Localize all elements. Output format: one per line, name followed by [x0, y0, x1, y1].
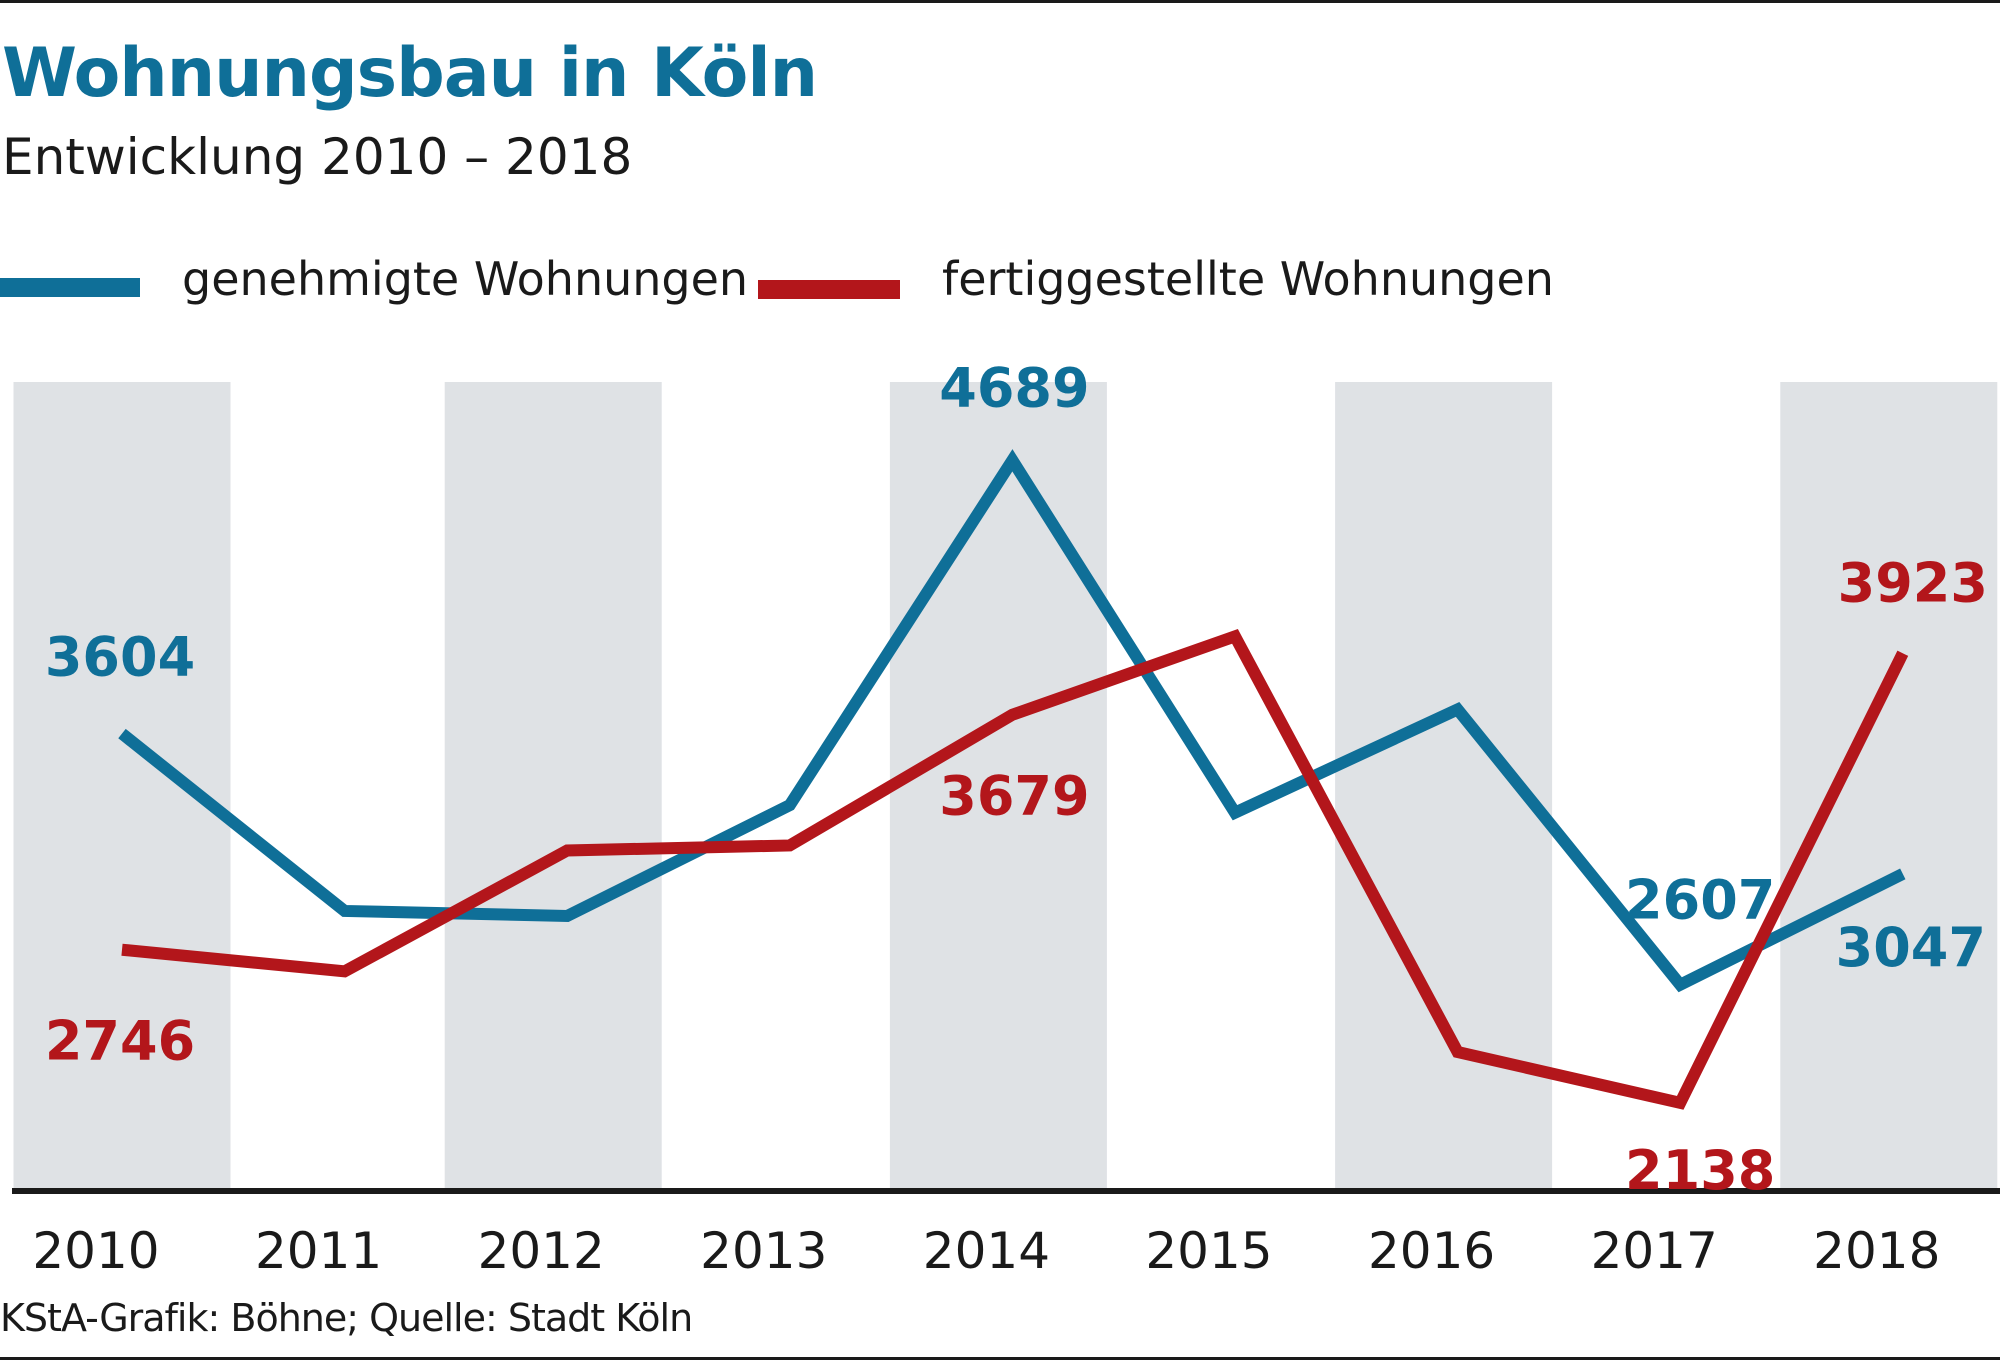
background-band-2012 — [444, 382, 662, 1188]
x-tick-label-2013: 2013 — [700, 1222, 827, 1280]
x-tick-label-2010: 2010 — [32, 1222, 159, 1280]
series-line-fertiggestellte — [121, 629, 1909, 1110]
data-label-genehmigte-2017: 2607 — [1625, 869, 1775, 932]
data-label-genehmigte-2018: 3047 — [1836, 916, 1986, 979]
x-tick-label-2017: 2017 — [1591, 1222, 1718, 1280]
x-tick-label-2011: 2011 — [255, 1222, 382, 1280]
data-label-fertiggestellte-2010: 2746 — [45, 1010, 195, 1073]
bottom-rule — [0, 1357, 2000, 1360]
data-label-fertiggestellte-2014: 3679 — [939, 765, 1089, 828]
chart-title: Wohnungsbau in Köln — [2, 34, 818, 113]
x-tick-label-2012: 2012 — [478, 1222, 605, 1280]
data-label-genehmigte-2014: 4689 — [939, 356, 1089, 419]
x-tick-label-2016: 2016 — [1368, 1222, 1495, 1280]
x-tick-label-2015: 2015 — [1145, 1222, 1272, 1280]
legend-label-fertiggestellte: fertiggestellte Wohnungen — [942, 252, 1554, 306]
x-tick-label-2014: 2014 — [923, 1222, 1050, 1280]
line-chart: 2010 2011 2012 2013 2014 2015 2016 2017 2018 3604… — [12, 356, 2000, 1280]
data-label-fertiggestellte-2018: 3923 — [1838, 551, 1988, 614]
top-rule — [0, 0, 2000, 3]
data-label-genehmigte-2010: 3604 — [45, 626, 195, 689]
series-line-genehmigte — [118, 449, 1906, 993]
data-label-fertiggestellte-2017: 2138 — [1625, 1139, 1775, 1202]
source-note: KStA-Grafik: Böhne; Quelle: Stadt Köln — [0, 1296, 693, 1340]
background-band-2018 — [1780, 382, 1998, 1188]
x-axis-baseline — [12, 1188, 2000, 1194]
legend-swatch-genehmigte — [0, 278, 140, 297]
x-tick-label-2018: 2018 — [1813, 1222, 1940, 1280]
legend-swatch-fertiggestellte — [758, 280, 900, 299]
background-band-2014 — [889, 382, 1107, 1188]
legend-label-genehmigte: genehmigte Wohnungen — [182, 252, 749, 306]
chart-subtitle: Entwicklung 2010 – 2018 — [2, 128, 633, 186]
